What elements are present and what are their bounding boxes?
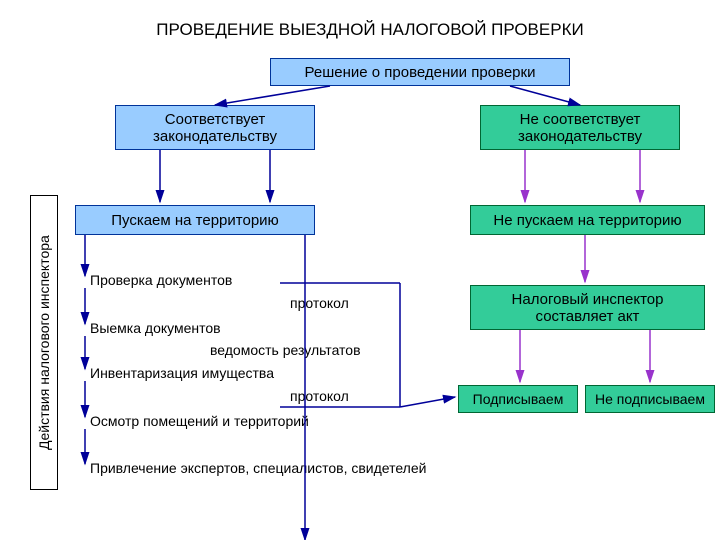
- page-title: ПРОВЕДЕНИЕ ВЫЕЗДНОЙ НАЛОГОВОЙ ПРОВЕРКИ: [120, 20, 620, 40]
- box-noncompliant-label: Не соответствует законодательству: [481, 111, 679, 145]
- text-results-sheet: ведомость результатов: [210, 342, 361, 358]
- box-sign: Подписываем: [458, 385, 578, 413]
- text-doc-seize: Выемка документов: [90, 320, 221, 336]
- text-doc-check: Проверка документов: [90, 272, 232, 288]
- box-allow: Пускаем на территорию: [75, 205, 315, 235]
- box-nosign-label: Не подписываем: [595, 391, 705, 407]
- box-sign-label: Подписываем: [473, 391, 564, 407]
- text-experts: Привлечение экспертов, специалистов, сви…: [90, 460, 426, 476]
- box-inspector-act-label: Налоговый инспектор составляет акт: [471, 291, 704, 325]
- box-deny-label: Не пускаем на территорию: [493, 212, 681, 229]
- box-inspector-act: Налоговый инспектор составляет акт: [470, 285, 705, 330]
- box-decision-label: Решение о проведении проверки: [305, 64, 536, 81]
- text-inventory: Инвентаризация имущества: [90, 365, 274, 381]
- box-noncompliant: Не соответствует законодательству: [480, 105, 680, 150]
- text-protocol-2: протокол: [290, 388, 349, 404]
- box-allow-label: Пускаем на территорию: [111, 212, 279, 229]
- box-compliant: Соответствует законодательству: [115, 105, 315, 150]
- side-label-inspector-actions: Действия налогового инспектора: [30, 195, 58, 490]
- text-protocol-1: протокол: [290, 295, 349, 311]
- box-deny: Не пускаем на территорию: [470, 205, 705, 235]
- box-nosign: Не подписываем: [585, 385, 715, 413]
- text-premises-inspect: Осмотр помещений и территорий: [90, 413, 309, 429]
- box-decision: Решение о проведении проверки: [270, 58, 570, 86]
- box-compliant-label: Соответствует законодательству: [116, 111, 314, 145]
- side-label-text: Действия налогового инспектора: [36, 235, 52, 450]
